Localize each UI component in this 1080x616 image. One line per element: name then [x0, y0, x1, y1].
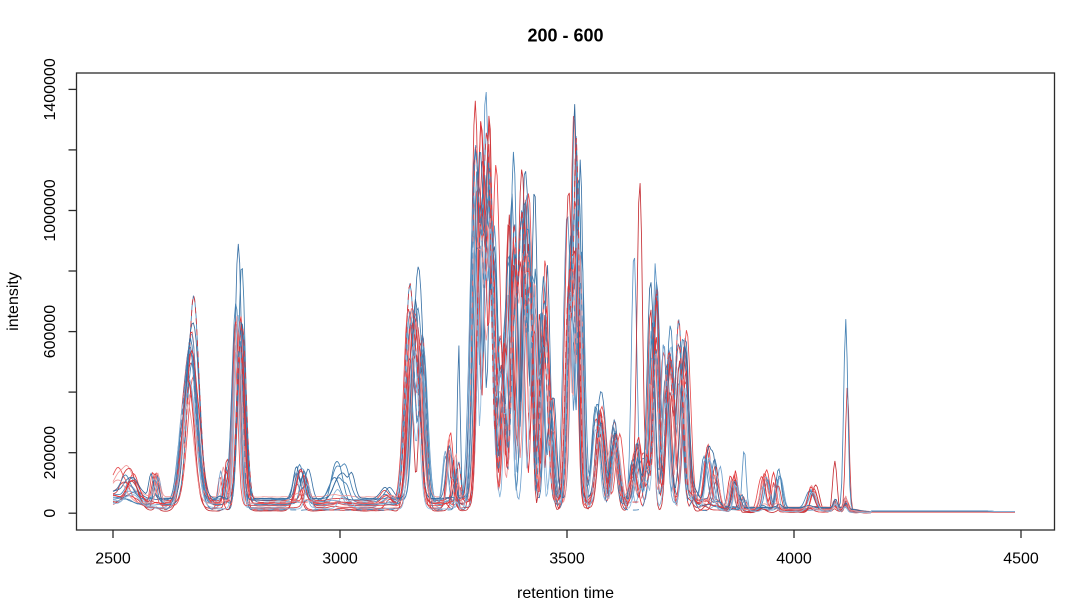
- svg-text:3000: 3000: [322, 551, 358, 568]
- svg-text:200 - 600: 200 - 600: [527, 26, 603, 46]
- svg-text:200000: 200000: [42, 426, 59, 479]
- svg-text:retention time: retention time: [517, 585, 614, 602]
- svg-text:1000000: 1000000: [42, 179, 59, 241]
- svg-text:1400000: 1400000: [42, 58, 59, 120]
- svg-text:3500: 3500: [549, 551, 585, 568]
- svg-text:4500: 4500: [1003, 551, 1039, 568]
- svg-text:600000: 600000: [42, 305, 59, 358]
- svg-text:intensity: intensity: [5, 272, 22, 331]
- svg-text:4000: 4000: [776, 551, 812, 568]
- svg-text:2500: 2500: [95, 551, 131, 568]
- svg-text:0: 0: [42, 509, 59, 518]
